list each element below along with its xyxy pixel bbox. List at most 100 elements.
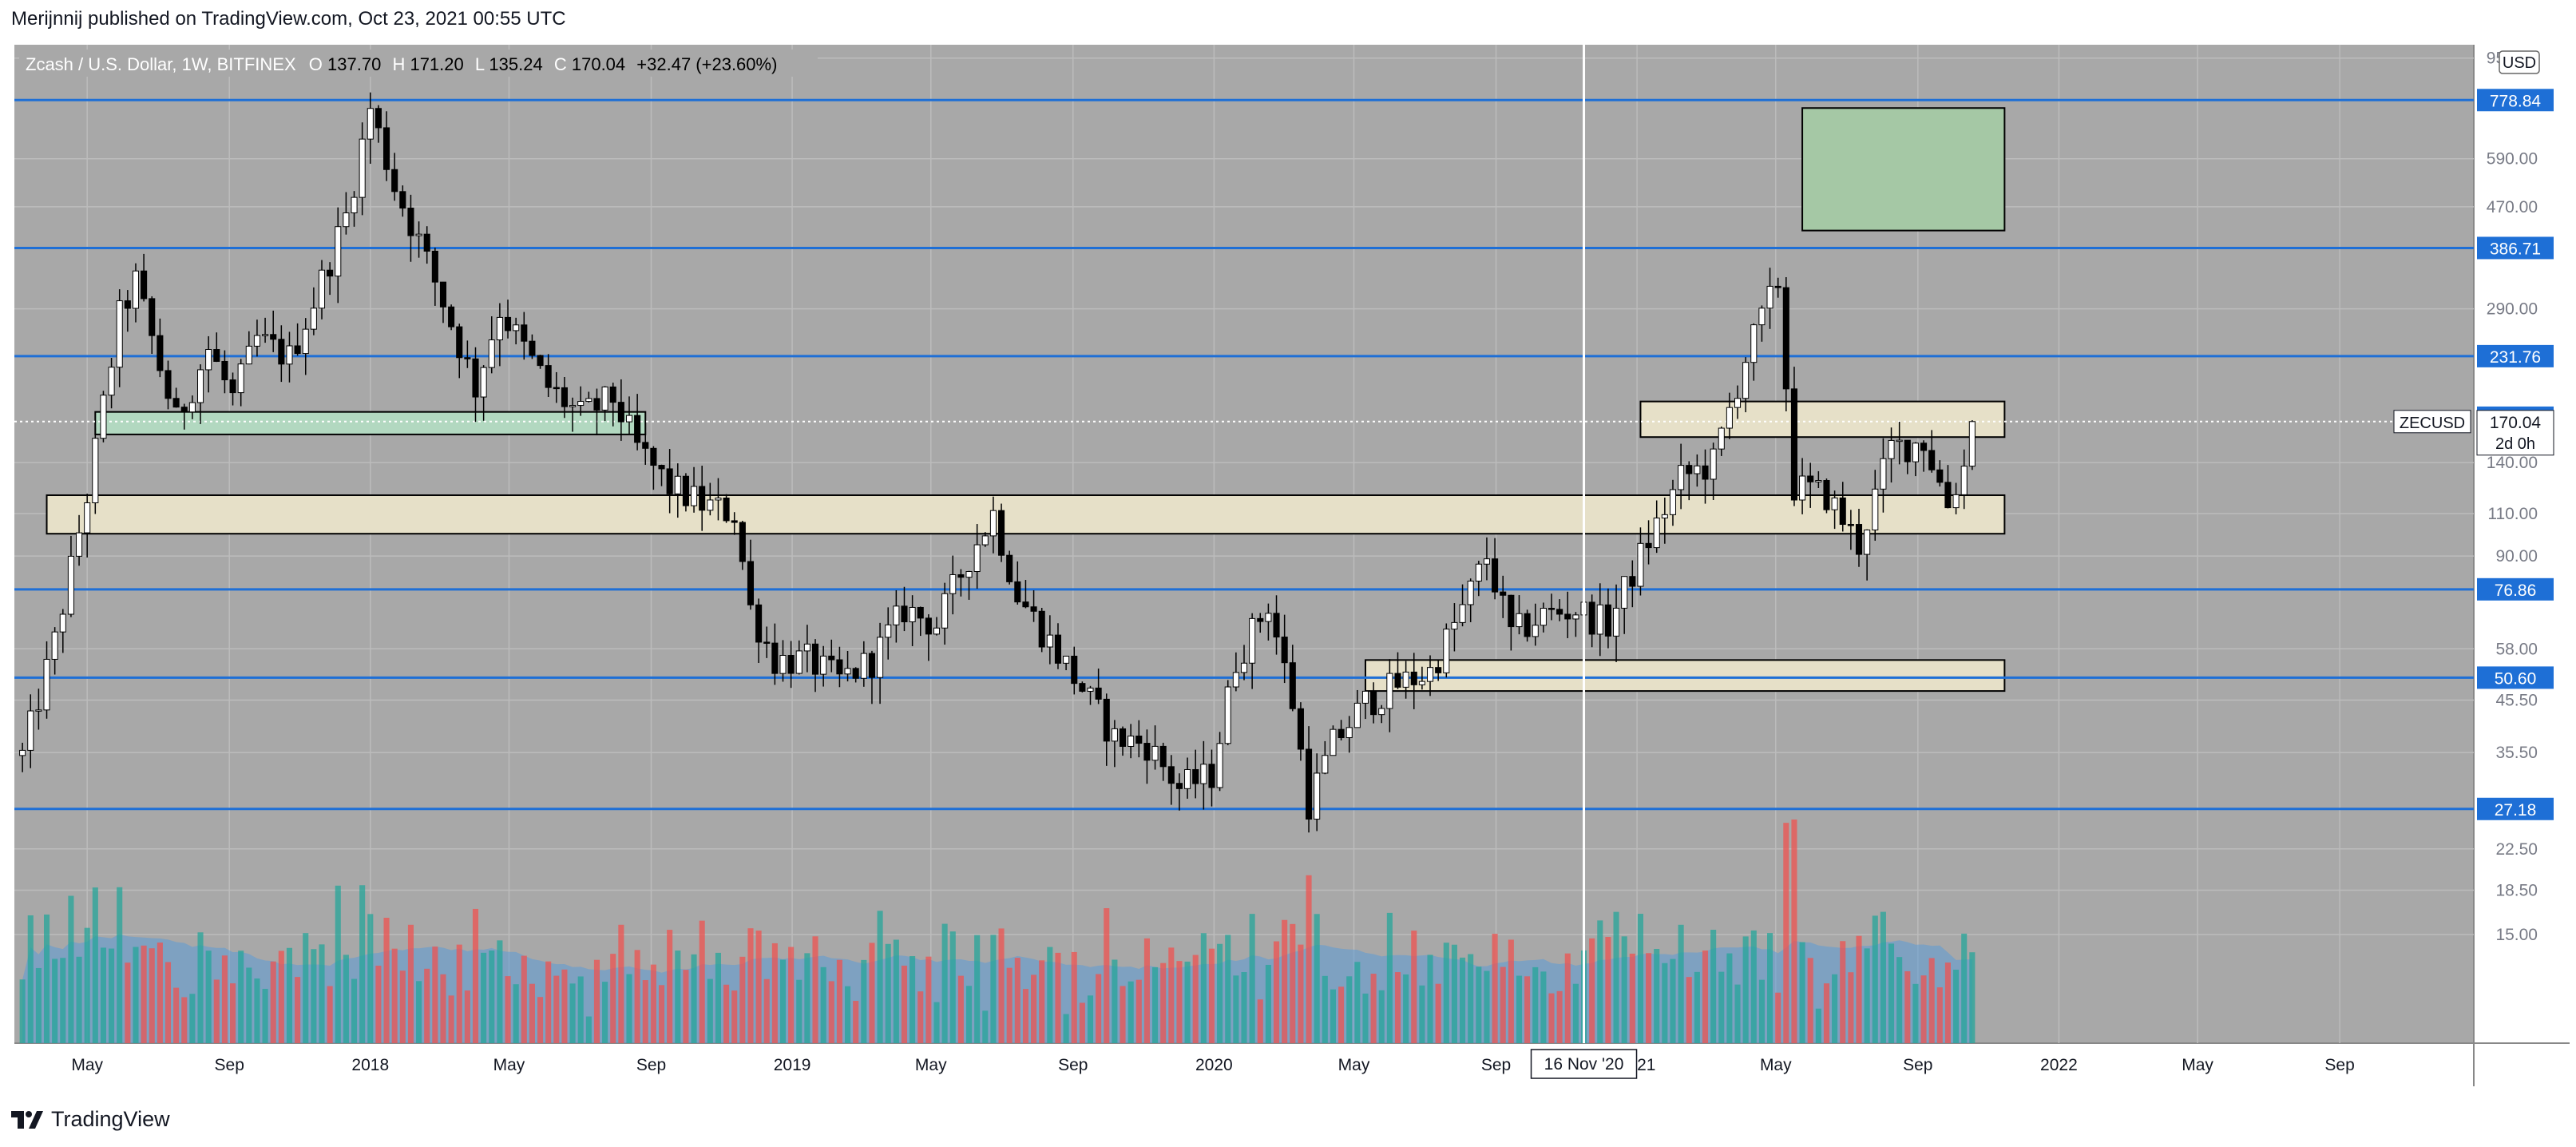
candle-body — [658, 465, 665, 470]
candle-body — [343, 212, 350, 228]
level-price-label: 76.86 — [2495, 581, 2537, 600]
volume-bar — [1904, 970, 1911, 1043]
volume-bar — [189, 994, 196, 1043]
candle-body — [650, 447, 657, 466]
candle-body — [1314, 772, 1321, 820]
time-tick-label: May — [71, 1056, 103, 1074]
candle-body — [157, 335, 164, 371]
candle-body — [1807, 475, 1814, 482]
volume-bar — [286, 947, 293, 1043]
footer-brand[interactable]: TradingView — [11, 1107, 170, 1132]
candle-body — [19, 749, 26, 756]
price-chart[interactable]: 950.00590.00470.00290.00140.00110.0090.0… — [0, 40, 2576, 1094]
level-price-label: 27.18 — [2495, 801, 2537, 820]
symbol-badge-label: ZECUSD — [2400, 415, 2465, 432]
candle-body — [1467, 581, 1474, 605]
volume-bar — [440, 974, 446, 1043]
time-tick-label: 2019 — [774, 1056, 811, 1074]
candle-body — [642, 442, 649, 449]
volume-bar — [1071, 951, 1077, 1043]
candle-body — [327, 269, 334, 277]
level-price-badge — [2477, 89, 2554, 112]
volume-bar — [1378, 990, 1385, 1043]
candle-body — [933, 627, 941, 635]
volume-bar — [1290, 923, 1296, 1043]
volume-bar — [1217, 943, 1223, 1043]
candle-body — [1330, 728, 1337, 756]
price-zone — [1801, 107, 2006, 232]
candle-body — [1847, 524, 1854, 526]
volume-bar — [230, 983, 236, 1043]
volume-bar — [1823, 983, 1830, 1043]
volume-bar — [1848, 972, 1854, 1043]
volume-bar — [1192, 955, 1199, 1043]
volume-bar — [553, 975, 560, 1043]
volume-bar — [885, 943, 891, 1043]
volume-bar — [1500, 966, 1506, 1043]
volume-bar — [1362, 993, 1369, 1043]
volume-bar — [917, 991, 924, 1043]
candle-body — [1572, 614, 1579, 620]
candle-body — [973, 544, 981, 573]
volume-bar — [246, 967, 252, 1043]
volume-bar — [448, 995, 454, 1043]
volume-bar — [1330, 989, 1336, 1043]
chart-area[interactable]: 950.00590.00470.00290.00140.00110.0090.0… — [0, 40, 2576, 1094]
price-tick-label: 15.00 — [2495, 926, 2538, 944]
candle-body — [877, 637, 884, 678]
volume-bar — [416, 981, 422, 1043]
time-tick-label: 2020 — [1195, 1056, 1233, 1074]
candle-body — [1790, 388, 1797, 501]
volume-bar — [1597, 920, 1603, 1043]
candle-body — [1200, 764, 1207, 784]
candle-body — [691, 486, 698, 506]
volume-bar — [181, 997, 188, 1043]
candle-body — [763, 641, 771, 644]
volume-bar — [254, 978, 260, 1043]
zones — [46, 107, 2006, 693]
candle-body — [391, 169, 398, 192]
volume-bar — [650, 964, 656, 1043]
time-tick-label: Sep — [1058, 1056, 1088, 1074]
candle-body — [820, 655, 827, 675]
candle-body — [270, 334, 277, 340]
volume-bar — [836, 959, 842, 1043]
candle-body — [682, 475, 689, 506]
candle-body — [1556, 609, 1563, 615]
candle-body — [1297, 708, 1304, 750]
candle-body — [1516, 613, 1523, 628]
candle-body — [731, 520, 738, 523]
candle-body — [472, 358, 479, 398]
candle-body — [1928, 450, 1936, 470]
volume-bar — [1314, 914, 1320, 1043]
candle-body — [205, 349, 212, 371]
candle-body — [1079, 683, 1086, 692]
volume-bar — [1419, 985, 1425, 1043]
candle-body — [92, 438, 99, 503]
legend-background — [19, 50, 818, 77]
candle-body — [868, 653, 875, 678]
candle-body — [1508, 594, 1515, 628]
candle-body — [885, 624, 892, 638]
volume-bar — [472, 908, 479, 1043]
currency-badge[interactable]: USD — [2499, 50, 2540, 74]
volume-bar — [1694, 971, 1700, 1043]
candle-body — [1402, 671, 1409, 688]
volume-bar — [407, 924, 414, 1043]
volume-bar — [1273, 941, 1280, 1043]
price-axis-background — [2474, 45, 2570, 1043]
candle-body — [1799, 475, 1806, 501]
candle-body — [67, 555, 74, 615]
candle-body — [723, 498, 730, 522]
candle-body — [1014, 581, 1021, 603]
candle-body — [188, 402, 196, 413]
volume-bar — [1758, 979, 1765, 1043]
candle-body — [1564, 613, 1571, 620]
candle-body — [1167, 766, 1175, 784]
volume-bar — [359, 885, 366, 1043]
candle-body — [1839, 497, 1846, 526]
volume-bar — [845, 986, 851, 1043]
volume-bar — [1936, 987, 1943, 1043]
volume-bar — [424, 968, 430, 1043]
volume-bar — [755, 931, 762, 1043]
